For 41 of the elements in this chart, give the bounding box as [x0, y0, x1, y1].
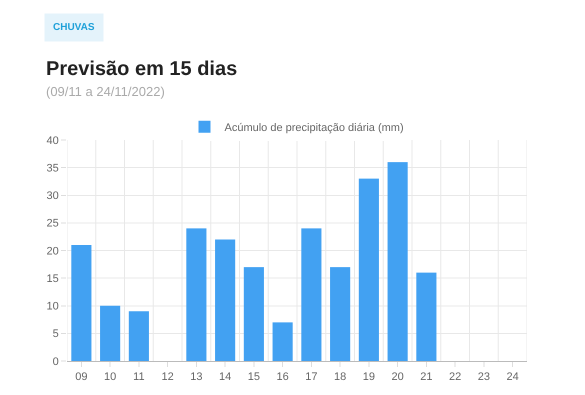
x-tick-label: 11 — [133, 371, 145, 384]
text: CHUVAS — [53, 22, 95, 33]
y-tick-label: 25 — [46, 218, 59, 230]
y-tick-label: 0 — [52, 356, 59, 368]
bar — [244, 267, 264, 361]
x-tick-label: 19 — [362, 371, 376, 384]
x-tick-label: 14 — [219, 371, 232, 384]
x-tick-label: 12 — [162, 371, 174, 384]
x-tick-label: 10 — [104, 371, 116, 384]
x-tick-label: 22 — [449, 371, 462, 384]
bar — [100, 306, 120, 361]
bar — [71, 244, 92, 361]
x-tick-label: 18 — [334, 371, 346, 384]
y-tick-label: 40 — [46, 134, 59, 147]
bar — [186, 228, 206, 361]
y-tick-label: 35 — [46, 162, 59, 174]
x-tick-label: 16 — [276, 371, 289, 384]
legend-label: Acúmulo de precipitação diária (mm) — [224, 122, 404, 134]
bar — [416, 272, 436, 361]
bar — [330, 267, 350, 361]
chart-title: Previsão em 15 dias — [46, 58, 238, 80]
bar — [388, 162, 408, 361]
bar — [215, 239, 236, 361]
chart-subtitle: (09/11 a 24/11/2022) — [46, 84, 165, 99]
x-tick-label: 20 — [392, 371, 404, 384]
x-tick-label: 21 — [420, 371, 433, 384]
y-tick-label: 10 — [46, 300, 59, 313]
y-tick-label: 5 — [52, 328, 59, 340]
x-tick-label: 09 — [75, 371, 88, 384]
y-tick-label: 20 — [46, 245, 59, 258]
bar — [358, 178, 379, 361]
x-tick-label: 23 — [478, 371, 490, 384]
bar — [128, 311, 149, 361]
x-tick-label: 17 — [305, 371, 318, 384]
x-tick-label: 15 — [248, 371, 260, 384]
bar — [301, 228, 322, 361]
y-tick-label: 30 — [46, 190, 59, 202]
x-tick-label: 13 — [190, 371, 203, 384]
y-tick-label: 15 — [46, 272, 59, 285]
x-tick-label: 24 — [506, 371, 519, 384]
bar — [272, 322, 293, 361]
